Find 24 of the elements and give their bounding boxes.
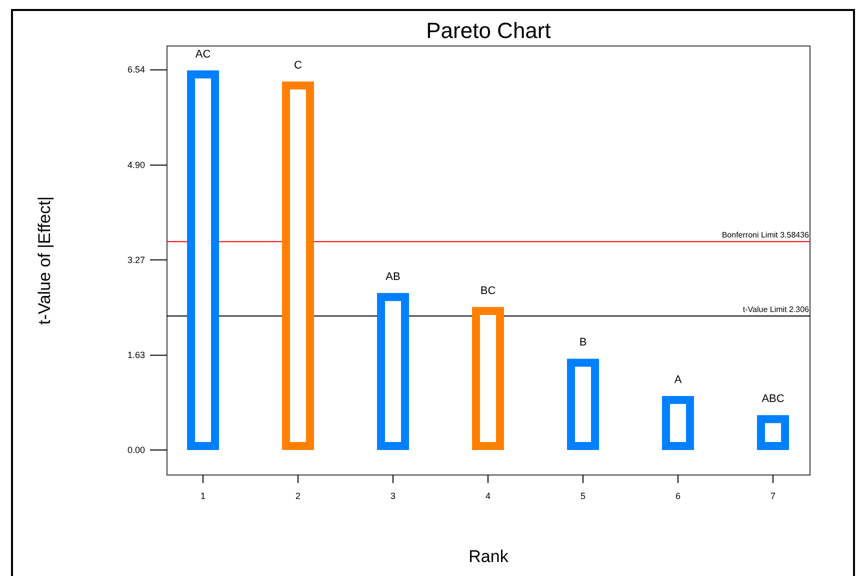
annotation: ABC: [762, 393, 784, 406]
annotation: BC: [480, 285, 496, 298]
y-tick-label: 1.63: [127, 350, 145, 360]
ref-line-label: Bonferroni Limit 3.58436: [722, 230, 810, 240]
y-tick-label: 3.27: [127, 254, 145, 265]
x-tick-label: 5: [580, 491, 586, 501]
ref-line-label: t-Value Limit 2.306: [742, 304, 810, 314]
x-tick-label: 1: [200, 491, 206, 501]
x-axis-title: Rank: [468, 547, 509, 566]
x-tick-label: 7: [770, 491, 776, 501]
annotation: C: [294, 59, 302, 72]
x-tick-label: 6: [675, 491, 681, 501]
x-tick-label: 4: [485, 491, 491, 501]
x-tick-label: 2: [295, 491, 301, 501]
annotation: AB: [386, 271, 400, 284]
y-tick-label: 0.00: [127, 444, 145, 455]
annotation: B: [579, 336, 587, 349]
chart-title: Pareto Chart: [426, 18, 551, 43]
y-tick-label: 4.90: [127, 160, 145, 170]
y-tick-label: 6.54: [127, 64, 145, 75]
annotation: A: [674, 374, 682, 386]
x-tick-label: 3: [390, 491, 396, 501]
annotation: AC: [195, 48, 211, 60]
y-axis-title: t-Value of |Effect|: [35, 196, 54, 325]
